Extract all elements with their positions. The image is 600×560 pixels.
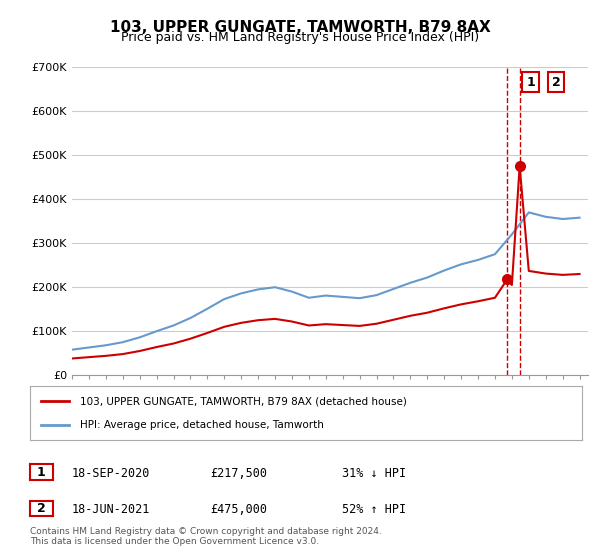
- Text: Contains HM Land Registry data © Crown copyright and database right 2024.
This d: Contains HM Land Registry data © Crown c…: [30, 526, 382, 546]
- Text: 18-JUN-2021: 18-JUN-2021: [72, 503, 151, 516]
- Text: 52% ↑ HPI: 52% ↑ HPI: [342, 503, 406, 516]
- Text: Price paid vs. HM Land Registry's House Price Index (HPI): Price paid vs. HM Land Registry's House …: [121, 31, 479, 44]
- Text: 1: 1: [37, 465, 46, 479]
- Text: 103, UPPER GUNGATE, TAMWORTH, B79 8AX: 103, UPPER GUNGATE, TAMWORTH, B79 8AX: [110, 20, 490, 35]
- Text: 2: 2: [37, 502, 46, 515]
- Text: £217,500: £217,500: [210, 466, 267, 480]
- Text: 18-SEP-2020: 18-SEP-2020: [72, 466, 151, 480]
- Text: 103, UPPER GUNGATE, TAMWORTH, B79 8AX (detached house): 103, UPPER GUNGATE, TAMWORTH, B79 8AX (d…: [80, 396, 407, 407]
- Text: HPI: Average price, detached house, Tamworth: HPI: Average price, detached house, Tamw…: [80, 419, 323, 430]
- Text: 2: 2: [552, 76, 560, 88]
- Text: £475,000: £475,000: [210, 503, 267, 516]
- Text: 1: 1: [526, 76, 535, 88]
- Text: 31% ↓ HPI: 31% ↓ HPI: [342, 466, 406, 480]
